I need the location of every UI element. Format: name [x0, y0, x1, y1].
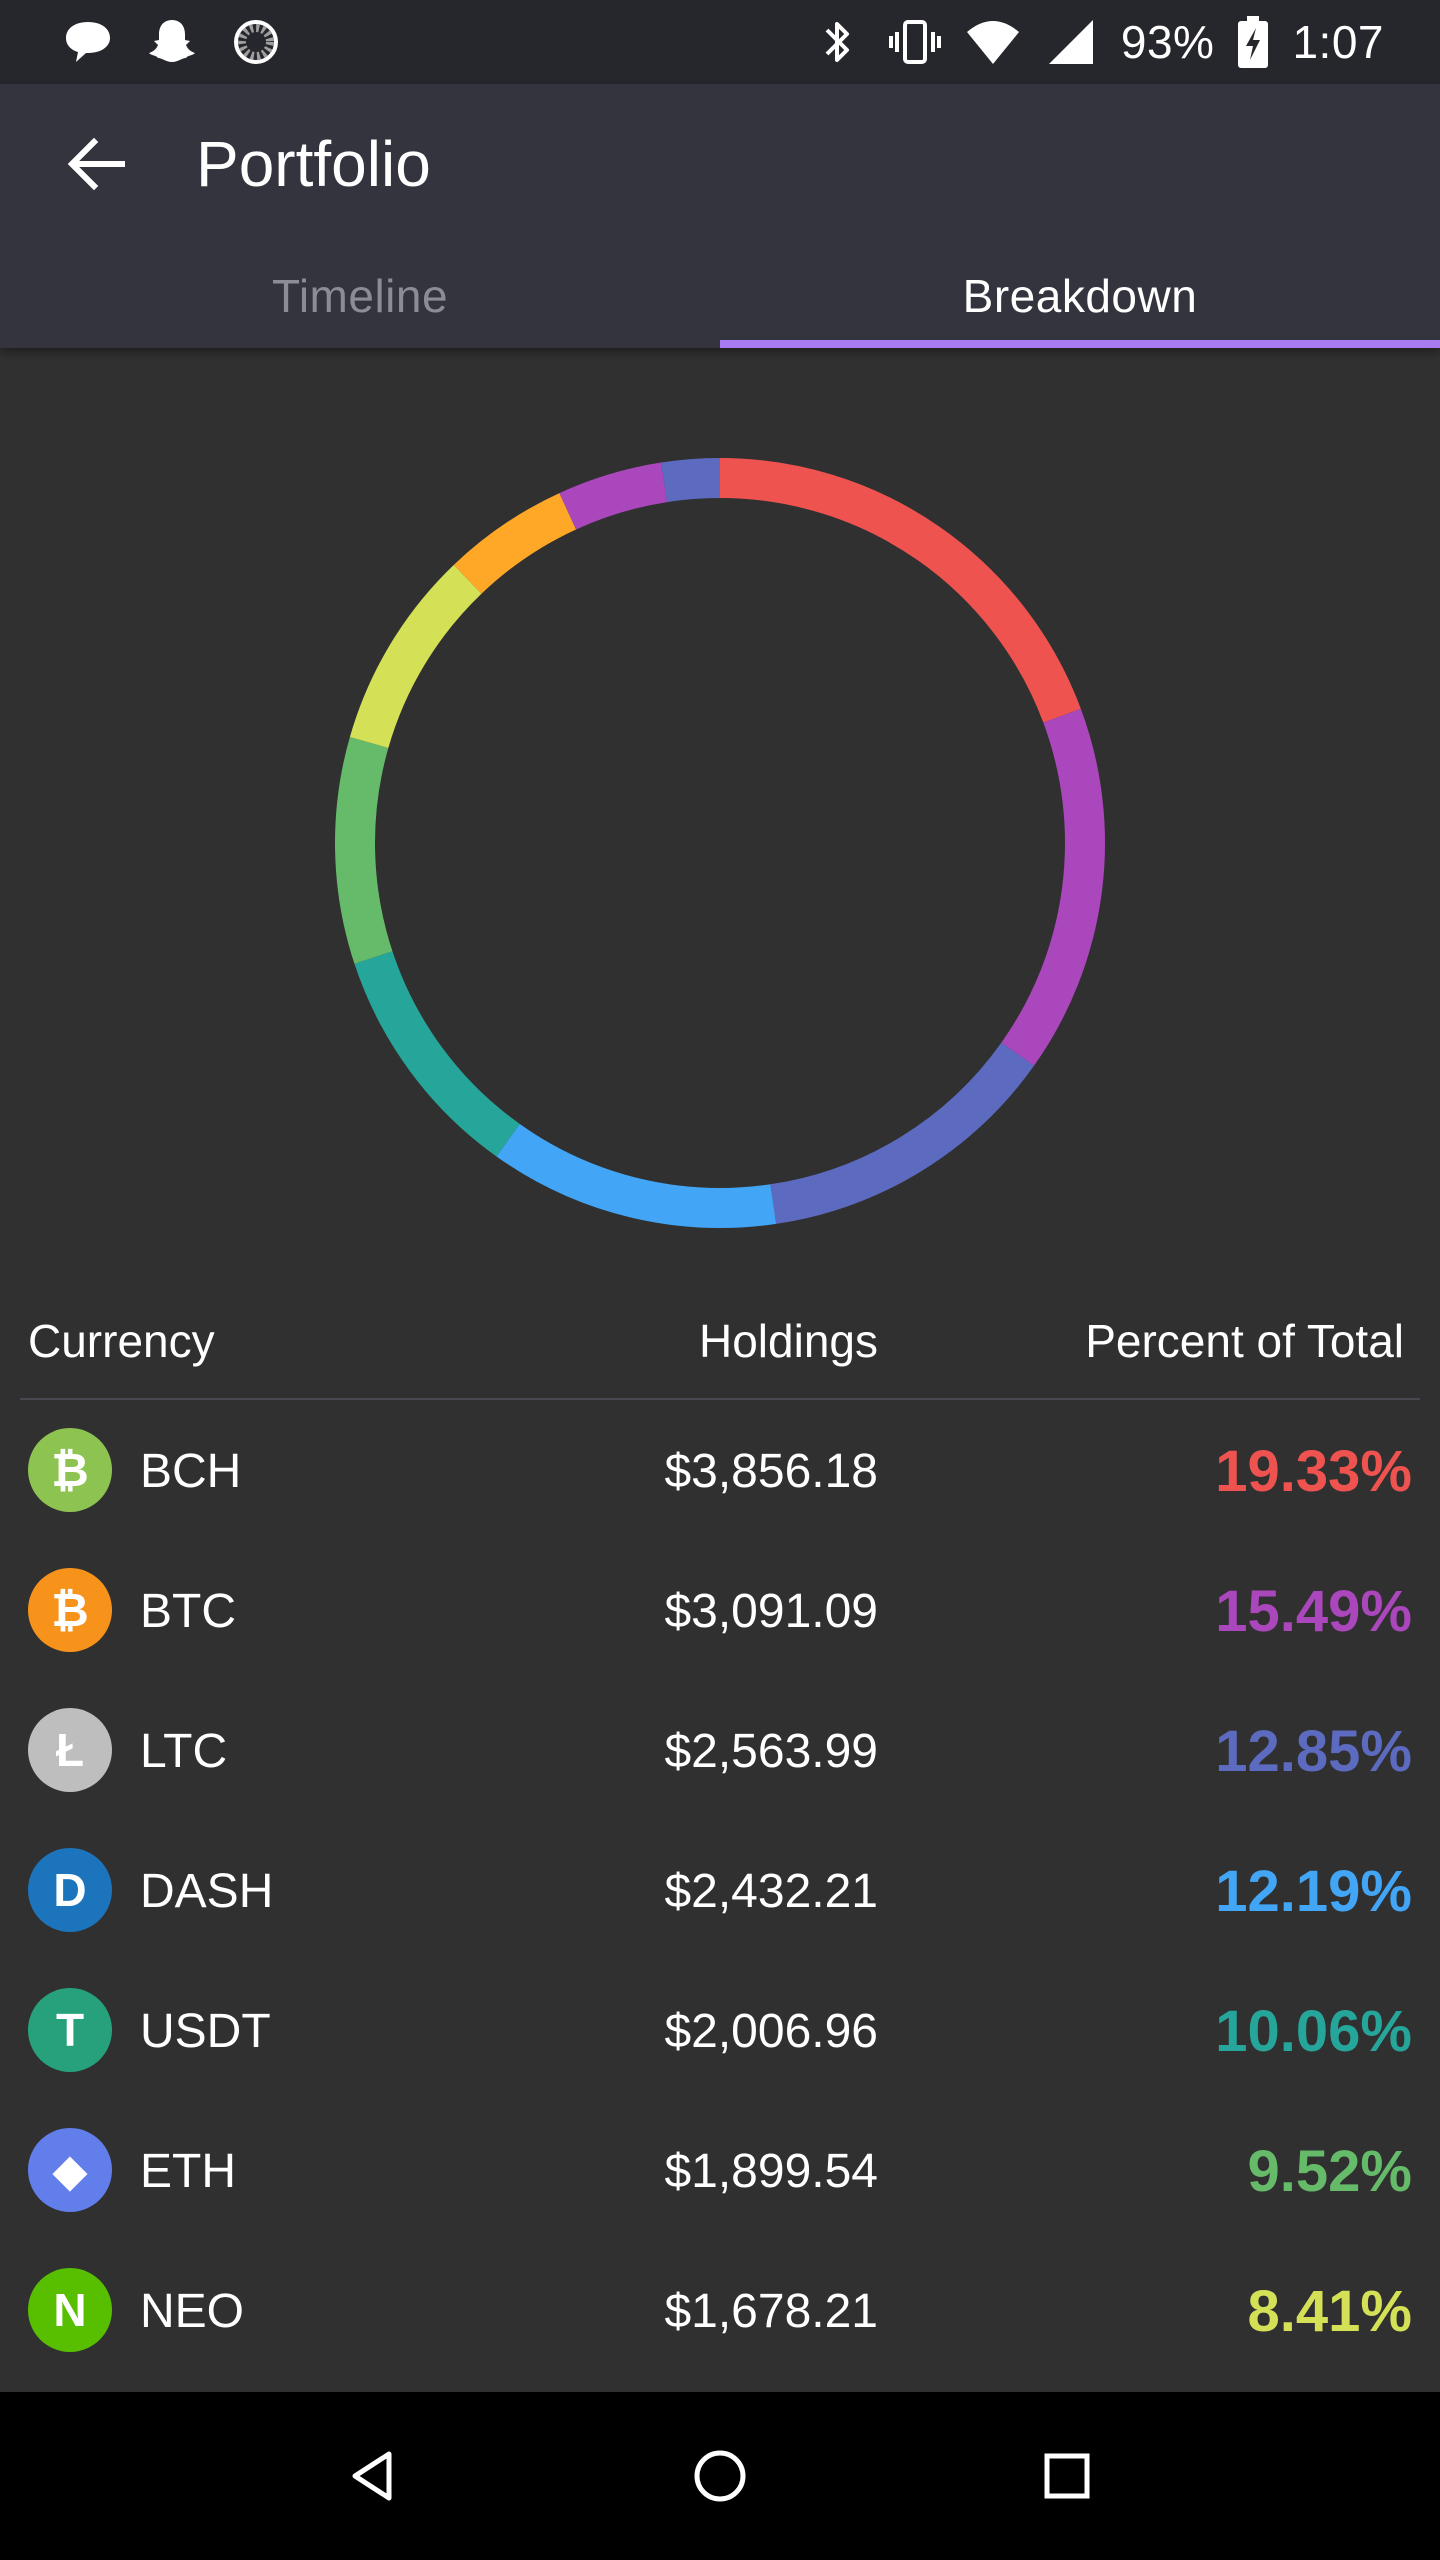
donut-slice-dash[interactable] — [496, 1123, 777, 1228]
donut-chart-svg — [335, 458, 1105, 1228]
bch-coin-icon: ₿ — [28, 1428, 112, 1512]
table-row[interactable]: N NEO $1,678.21 8.41% — [20, 2240, 1420, 2380]
table-row[interactable]: Ł LTC $2,563.99 12.85% — [20, 1680, 1420, 1820]
nav-recents-button[interactable] — [1012, 2421, 1122, 2531]
nav-home-button[interactable] — [665, 2421, 775, 2531]
coin-holdings: $2,432.21 — [664, 1865, 878, 1918]
coin-symbol: LTC — [140, 1725, 228, 1778]
wifi-icon — [966, 21, 1019, 64]
nav-recents-icon — [1044, 2453, 1090, 2499]
portfolio-donut-chart — [0, 348, 1440, 1288]
coin-percent: 10.06% — [1215, 1999, 1412, 2064]
coin-holdings: $2,006.96 — [664, 2005, 878, 2058]
neo-coin-icon: N — [28, 2268, 112, 2352]
header-currency: Currency — [28, 1315, 215, 1367]
donut-slice-eth[interactable] — [335, 736, 393, 964]
table-row[interactable]: D DASH $2,432.21 12.19% — [20, 1820, 1420, 1960]
header-holdings: Holdings — [699, 1315, 878, 1367]
table-row[interactable]: ◆ ETH $1,899.54 9.52% — [20, 2100, 1420, 2240]
donut-slice-usdt[interactable] — [354, 951, 520, 1157]
coin-symbol: BTC — [140, 1585, 236, 1638]
coin-percent: 12.19% — [1215, 1859, 1412, 1924]
coin-percent: 12.85% — [1215, 1719, 1412, 1784]
status-time: 1:07 — [1292, 16, 1384, 68]
status-bar: 93% 1:07 — [0, 0, 1440, 84]
btc-coin-icon: ₿ — [28, 1568, 112, 1652]
donut-slice-other-3[interactable] — [660, 458, 721, 503]
table-row[interactable]: T USDT $2,006.96 10.06% — [20, 1960, 1420, 2100]
nav-back-button[interactable] — [318, 2421, 428, 2531]
coin-holdings: $1,899.54 — [664, 2145, 878, 2198]
chat-bubble-icon — [66, 22, 110, 62]
nav-home-icon — [694, 2450, 746, 2502]
coin-percent: 15.49% — [1215, 1579, 1412, 1644]
coin-percent: 8.41% — [1247, 2279, 1412, 2344]
tab-breakdown[interactable]: Breakdown — [720, 244, 1440, 348]
table-body: ₿ BCH $3,856.18 19.33% ₿ BTC $3,091.09 15.49% Ł L… — [0, 1400, 1440, 2380]
tab-timeline[interactable]: Timeline — [271, 270, 449, 322]
ltc-coin-icon: Ł — [28, 1708, 112, 1792]
holdings-table: Currency Holdings Percent of Total ₿ BCH $… — [0, 1288, 1440, 2380]
coin-percent: 19.33% — [1215, 1439, 1412, 1504]
coin-symbol: USDT — [140, 2005, 271, 2058]
eth-coin-icon: ◆ — [28, 2128, 112, 2212]
table-header: Currency Holdings Percent of Total — [20, 1288, 1420, 1400]
tab-bar: Timeline Breakdown — [0, 244, 1440, 348]
coin-holdings: $2,563.99 — [664, 1725, 878, 1778]
status-right-icons: 93% 1:07 — [809, 14, 1384, 70]
coin-percent: 9.52% — [1247, 2139, 1412, 2204]
donut-slice-other-2[interactable] — [559, 462, 668, 530]
coin-symbol: ETH — [140, 2145, 236, 2198]
arrow-back-icon — [67, 137, 125, 191]
battery-percent: 93% — [1120, 16, 1215, 68]
header-percent: Percent of Total — [1085, 1315, 1404, 1367]
coin-holdings: $1,678.21 — [664, 2285, 878, 2338]
vibrate-icon — [888, 20, 941, 64]
loading-spinner-icon — [234, 20, 278, 64]
coin-symbol: DASH — [140, 1865, 274, 1918]
table-row[interactable]: ₿ BCH $3,856.18 19.33% — [20, 1400, 1420, 1540]
back-button[interactable] — [36, 104, 156, 224]
signal-icon — [1048, 20, 1093, 64]
donut-slice-other-1[interactable] — [453, 493, 577, 594]
page-title: Portfolio — [196, 128, 431, 200]
donut-slice-btc[interactable] — [1001, 708, 1105, 1066]
bluetooth-icon — [825, 22, 849, 62]
coin-holdings: $3,091.09 — [664, 1585, 878, 1638]
snapchat-ghost-icon — [149, 20, 195, 62]
table-row[interactable]: ₿ BTC $3,091.09 15.49% — [20, 1540, 1420, 1680]
coin-symbol: BCH — [140, 1445, 242, 1498]
usdt-coin-icon: T — [28, 1988, 112, 2072]
status-left-icons — [60, 14, 284, 70]
coin-holdings: $3,856.18 — [664, 1445, 878, 1498]
donut-slice-neo[interactable] — [349, 564, 482, 749]
donut-slice-bch[interactable] — [719, 458, 1081, 723]
dash-coin-icon: D — [28, 1848, 112, 1932]
nav-back-icon — [352, 2451, 392, 2501]
toolbar: Portfolio — [0, 84, 1440, 244]
battery-charging-icon — [1238, 16, 1269, 68]
app-bar: Portfolio Timeline Breakdown — [0, 84, 1440, 348]
donut-slice-ltc[interactable] — [770, 1042, 1035, 1224]
coin-symbol: NEO — [140, 2285, 245, 2338]
navigation-bar — [0, 2392, 1440, 2560]
